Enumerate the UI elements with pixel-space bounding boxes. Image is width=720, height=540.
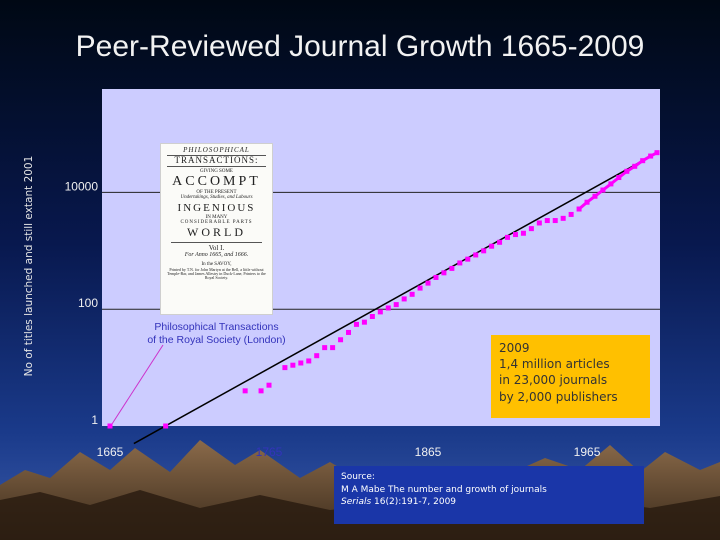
- data-point: [258, 388, 264, 394]
- stats-note: 2009 1,4 million articles in 23,000 jour…: [491, 335, 650, 418]
- doc-line: IN MANY: [205, 214, 228, 220]
- note-line: by 2,000 publishers: [499, 389, 618, 404]
- data-point: [433, 274, 439, 280]
- data-point: [163, 423, 169, 429]
- data-point: [449, 265, 455, 271]
- doc-line: TRANSACTIONS:: [167, 155, 266, 167]
- data-point: [465, 256, 471, 262]
- data-point: [457, 260, 463, 266]
- trend-line: [133, 152, 658, 445]
- data-point: [481, 248, 487, 254]
- doc-line: OF THE PRESENT: [196, 189, 237, 195]
- data-points: [107, 150, 660, 429]
- inset-caption: Philosophical Transactions of the Royal …: [124, 321, 309, 347]
- data-point: [314, 353, 320, 359]
- x-tick-label: 1765: [256, 445, 283, 459]
- data-point: [330, 345, 336, 351]
- x-tick-label: 1665: [97, 445, 124, 459]
- data-point: [520, 230, 526, 236]
- doc-line: Vol I.: [208, 243, 225, 252]
- note-line: in 23,000 journals: [499, 373, 608, 388]
- data-point: [361, 319, 367, 325]
- data-point: [441, 270, 447, 276]
- data-point: [608, 181, 614, 187]
- data-point: [322, 345, 328, 351]
- data-point: [584, 199, 590, 205]
- data-point: [512, 232, 518, 238]
- journal-name: Serials: [341, 497, 372, 508]
- note-line: 1,4 million articles: [499, 357, 610, 372]
- data-point: [497, 239, 503, 245]
- data-point: [600, 187, 606, 193]
- callout-line: [111, 344, 164, 425]
- doc-line: PHILOSOPHICAL: [183, 146, 250, 154]
- data-point: [338, 337, 344, 343]
- data-point: [536, 220, 542, 226]
- doc-line: Printed by T.N. for John Martyn at the B…: [167, 266, 266, 281]
- data-point: [632, 163, 638, 169]
- y-tick-label: 10000: [65, 179, 99, 193]
- citation: 16(2):191-7, 2009: [371, 497, 457, 508]
- data-point: [552, 218, 558, 224]
- data-point: [377, 309, 383, 315]
- y-tick-labels: 1 100 10000: [65, 179, 99, 427]
- data-point: [242, 388, 248, 394]
- data-point: [616, 175, 622, 181]
- data-point: [505, 234, 511, 240]
- doc-rule: [171, 241, 262, 243]
- x-tick-label: 1965: [574, 445, 601, 459]
- data-point: [489, 243, 495, 249]
- inset-caption-line: Philosophical Transactions: [154, 321, 279, 333]
- data-point: [640, 158, 646, 164]
- callout-line: [111, 344, 164, 425]
- data-point: [654, 150, 660, 156]
- source-line: Serials 16(2):191-7, 2009: [341, 496, 644, 509]
- note-line: 2009: [499, 341, 530, 355]
- data-point: [353, 321, 359, 327]
- data-point: [425, 280, 431, 286]
- data-point: [648, 153, 654, 159]
- data-point: [576, 206, 582, 212]
- doc-line: Undertakings, Studies, and Labours: [180, 194, 253, 200]
- doc-line: In the SAVOY,: [201, 261, 232, 267]
- x-tick-labels: 1665 1765 1865 1965: [97, 445, 601, 459]
- x-tick-label: 1865: [415, 445, 442, 459]
- data-point: [624, 168, 630, 174]
- data-point: [290, 362, 296, 368]
- y-tick-label: 100: [78, 296, 98, 310]
- doc-line: WORLD: [187, 225, 246, 240]
- data-point: [346, 329, 352, 335]
- source-line: M A Mabe The number and growth of journa…: [341, 484, 547, 495]
- data-point: [385, 305, 391, 311]
- philosophical-transactions-title-page: PHILOSOPHICAL TRANSACTIONS: GIVING SOME …: [160, 143, 273, 315]
- data-point: [107, 423, 113, 429]
- data-point: [544, 218, 550, 224]
- data-point: [393, 302, 399, 308]
- data-point: [409, 291, 415, 297]
- source-box: Source: M A Mabe The number and growth o…: [334, 466, 644, 524]
- data-point: [417, 285, 423, 291]
- data-point: [592, 193, 598, 199]
- y-tick-label: 1: [91, 413, 98, 427]
- doc-line: GIVING SOME: [200, 168, 233, 174]
- chart-title: Peer-Reviewed Journal Growth 1665-2009: [75, 30, 645, 63]
- data-point: [401, 296, 407, 302]
- trend-line: [133, 152, 658, 445]
- doc-line: INGENIOUS: [177, 202, 256, 215]
- data-point: [560, 215, 566, 221]
- data-point: [306, 358, 312, 364]
- data-point: [282, 365, 288, 371]
- data-point: [369, 314, 375, 320]
- doc-line: ACCOMPT: [172, 174, 261, 190]
- data-point: [266, 382, 272, 388]
- data-point: [298, 360, 304, 366]
- data-point: [568, 211, 574, 217]
- inset-caption-line: of the Royal Society (London): [147, 334, 286, 347]
- doc-line: For Anno 1665, and 1666.: [184, 252, 249, 259]
- doc-line: CONSIDERABLE PARTS: [180, 220, 253, 226]
- data-point: [473, 252, 479, 258]
- source-line: Source:: [341, 472, 375, 482]
- data-point: [528, 226, 534, 232]
